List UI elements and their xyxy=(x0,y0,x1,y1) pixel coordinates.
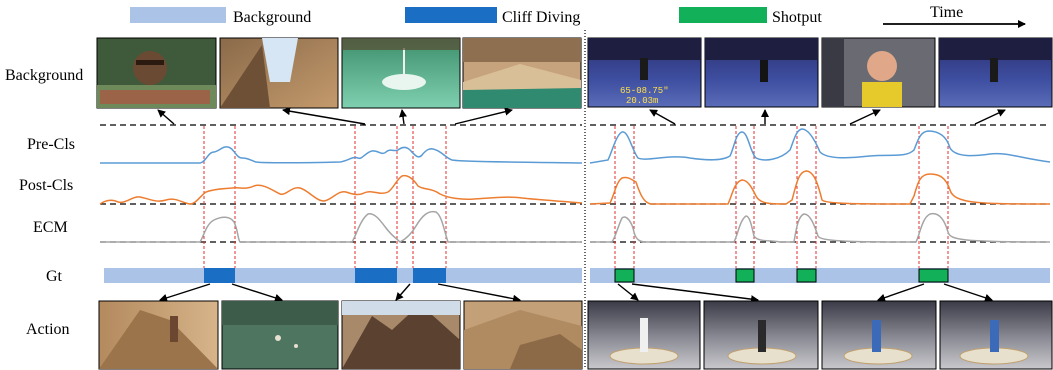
background-frame-7 xyxy=(821,37,936,108)
background-frame-5: 65-08.75" 20.03m xyxy=(587,37,702,108)
row-label-ecm: ECM xyxy=(33,219,68,236)
frame-overlay-line1: 65-08.75" xyxy=(620,86,669,96)
action-frames-cliff xyxy=(98,300,583,370)
legend-label-cliff-diving: Cliff Diving xyxy=(502,9,580,26)
legend-swatch-cliff-diving xyxy=(405,7,497,23)
action-frame-6 xyxy=(703,300,819,370)
ecm-curve-shotput xyxy=(590,212,1051,243)
arrow xyxy=(974,109,1006,125)
gt-segment-shotput xyxy=(796,268,817,283)
post-cls-curve-shotput xyxy=(589,170,1051,205)
background-frame-2 xyxy=(219,37,339,109)
action-frame-3 xyxy=(341,300,461,370)
arrow xyxy=(631,283,759,304)
gt-segment-cliff-diving xyxy=(413,268,446,283)
background-frame-1 xyxy=(96,37,217,109)
top-arrows xyxy=(157,107,1006,125)
arrow xyxy=(877,283,925,302)
background-frames-cliff xyxy=(96,37,582,109)
legend-swatch-shotput xyxy=(679,7,767,23)
action-frame-5 xyxy=(587,300,701,370)
arrow xyxy=(649,109,676,125)
arrow xyxy=(157,109,175,125)
action-boundaries xyxy=(203,126,949,268)
action-frame-8 xyxy=(939,300,1053,370)
arrow xyxy=(399,109,407,125)
arrow xyxy=(454,107,513,125)
frame-overlay-line2: 20.03m xyxy=(626,96,658,106)
arrow xyxy=(617,283,639,301)
pre-cls-curves xyxy=(100,128,1051,164)
post-cls-curves xyxy=(99,170,1051,205)
row-label-post-cls: Post-Cls xyxy=(19,177,73,194)
gt-background-shotput xyxy=(590,268,1050,283)
arrow xyxy=(282,107,366,125)
row-label-background: Background xyxy=(5,67,83,84)
bottom-arrows xyxy=(159,283,993,304)
row-label-gt: Gt xyxy=(46,268,63,285)
post-cls-curve-cliff xyxy=(99,174,583,205)
pre-cls-curve-shotput xyxy=(589,128,1051,164)
arrow xyxy=(231,283,283,302)
pre-cls-curve-cliff xyxy=(100,146,583,164)
row-label-pre-cls: Pre-Cls xyxy=(27,136,75,153)
action-frame-2 xyxy=(221,300,339,370)
gt-background-cliff xyxy=(104,268,582,283)
background-frame-6 xyxy=(704,37,819,108)
background-frame-8 xyxy=(938,37,1053,108)
gt-segment-shotput xyxy=(614,268,635,283)
ground-truth-bars xyxy=(104,268,1050,283)
arrow xyxy=(849,109,881,125)
dashed-thresholds xyxy=(100,124,1050,243)
arrow xyxy=(159,283,211,302)
legend: Background Cliff Diving Shotput Time xyxy=(130,4,1026,28)
legend-swatch-background xyxy=(130,7,226,23)
ecm-curve-cliff xyxy=(100,210,582,243)
gt-segment-cliff-diving xyxy=(204,268,235,283)
arrow xyxy=(943,283,993,302)
action-frame-1 xyxy=(98,300,219,370)
legend-label-shotput: Shotput xyxy=(772,9,822,26)
legend-label-background: Background xyxy=(233,9,311,26)
row-label-action: Action xyxy=(26,321,70,338)
background-frame-3 xyxy=(341,37,461,109)
action-frame-7 xyxy=(821,300,937,370)
gt-segment-shotput xyxy=(918,268,949,283)
time-label: Time xyxy=(930,4,963,21)
action-frame-4 xyxy=(463,300,583,370)
arrow xyxy=(395,283,411,301)
gt-segment-shotput xyxy=(735,268,755,283)
gt-segment-cliff-diving xyxy=(355,268,397,283)
background-frame-4 xyxy=(462,37,582,109)
action-frames-shotput xyxy=(587,300,1053,370)
arrow xyxy=(437,283,521,303)
background-frames-shotput: 65-08.75" 20.03m xyxy=(587,37,1053,108)
ecm-curves xyxy=(100,210,1051,243)
